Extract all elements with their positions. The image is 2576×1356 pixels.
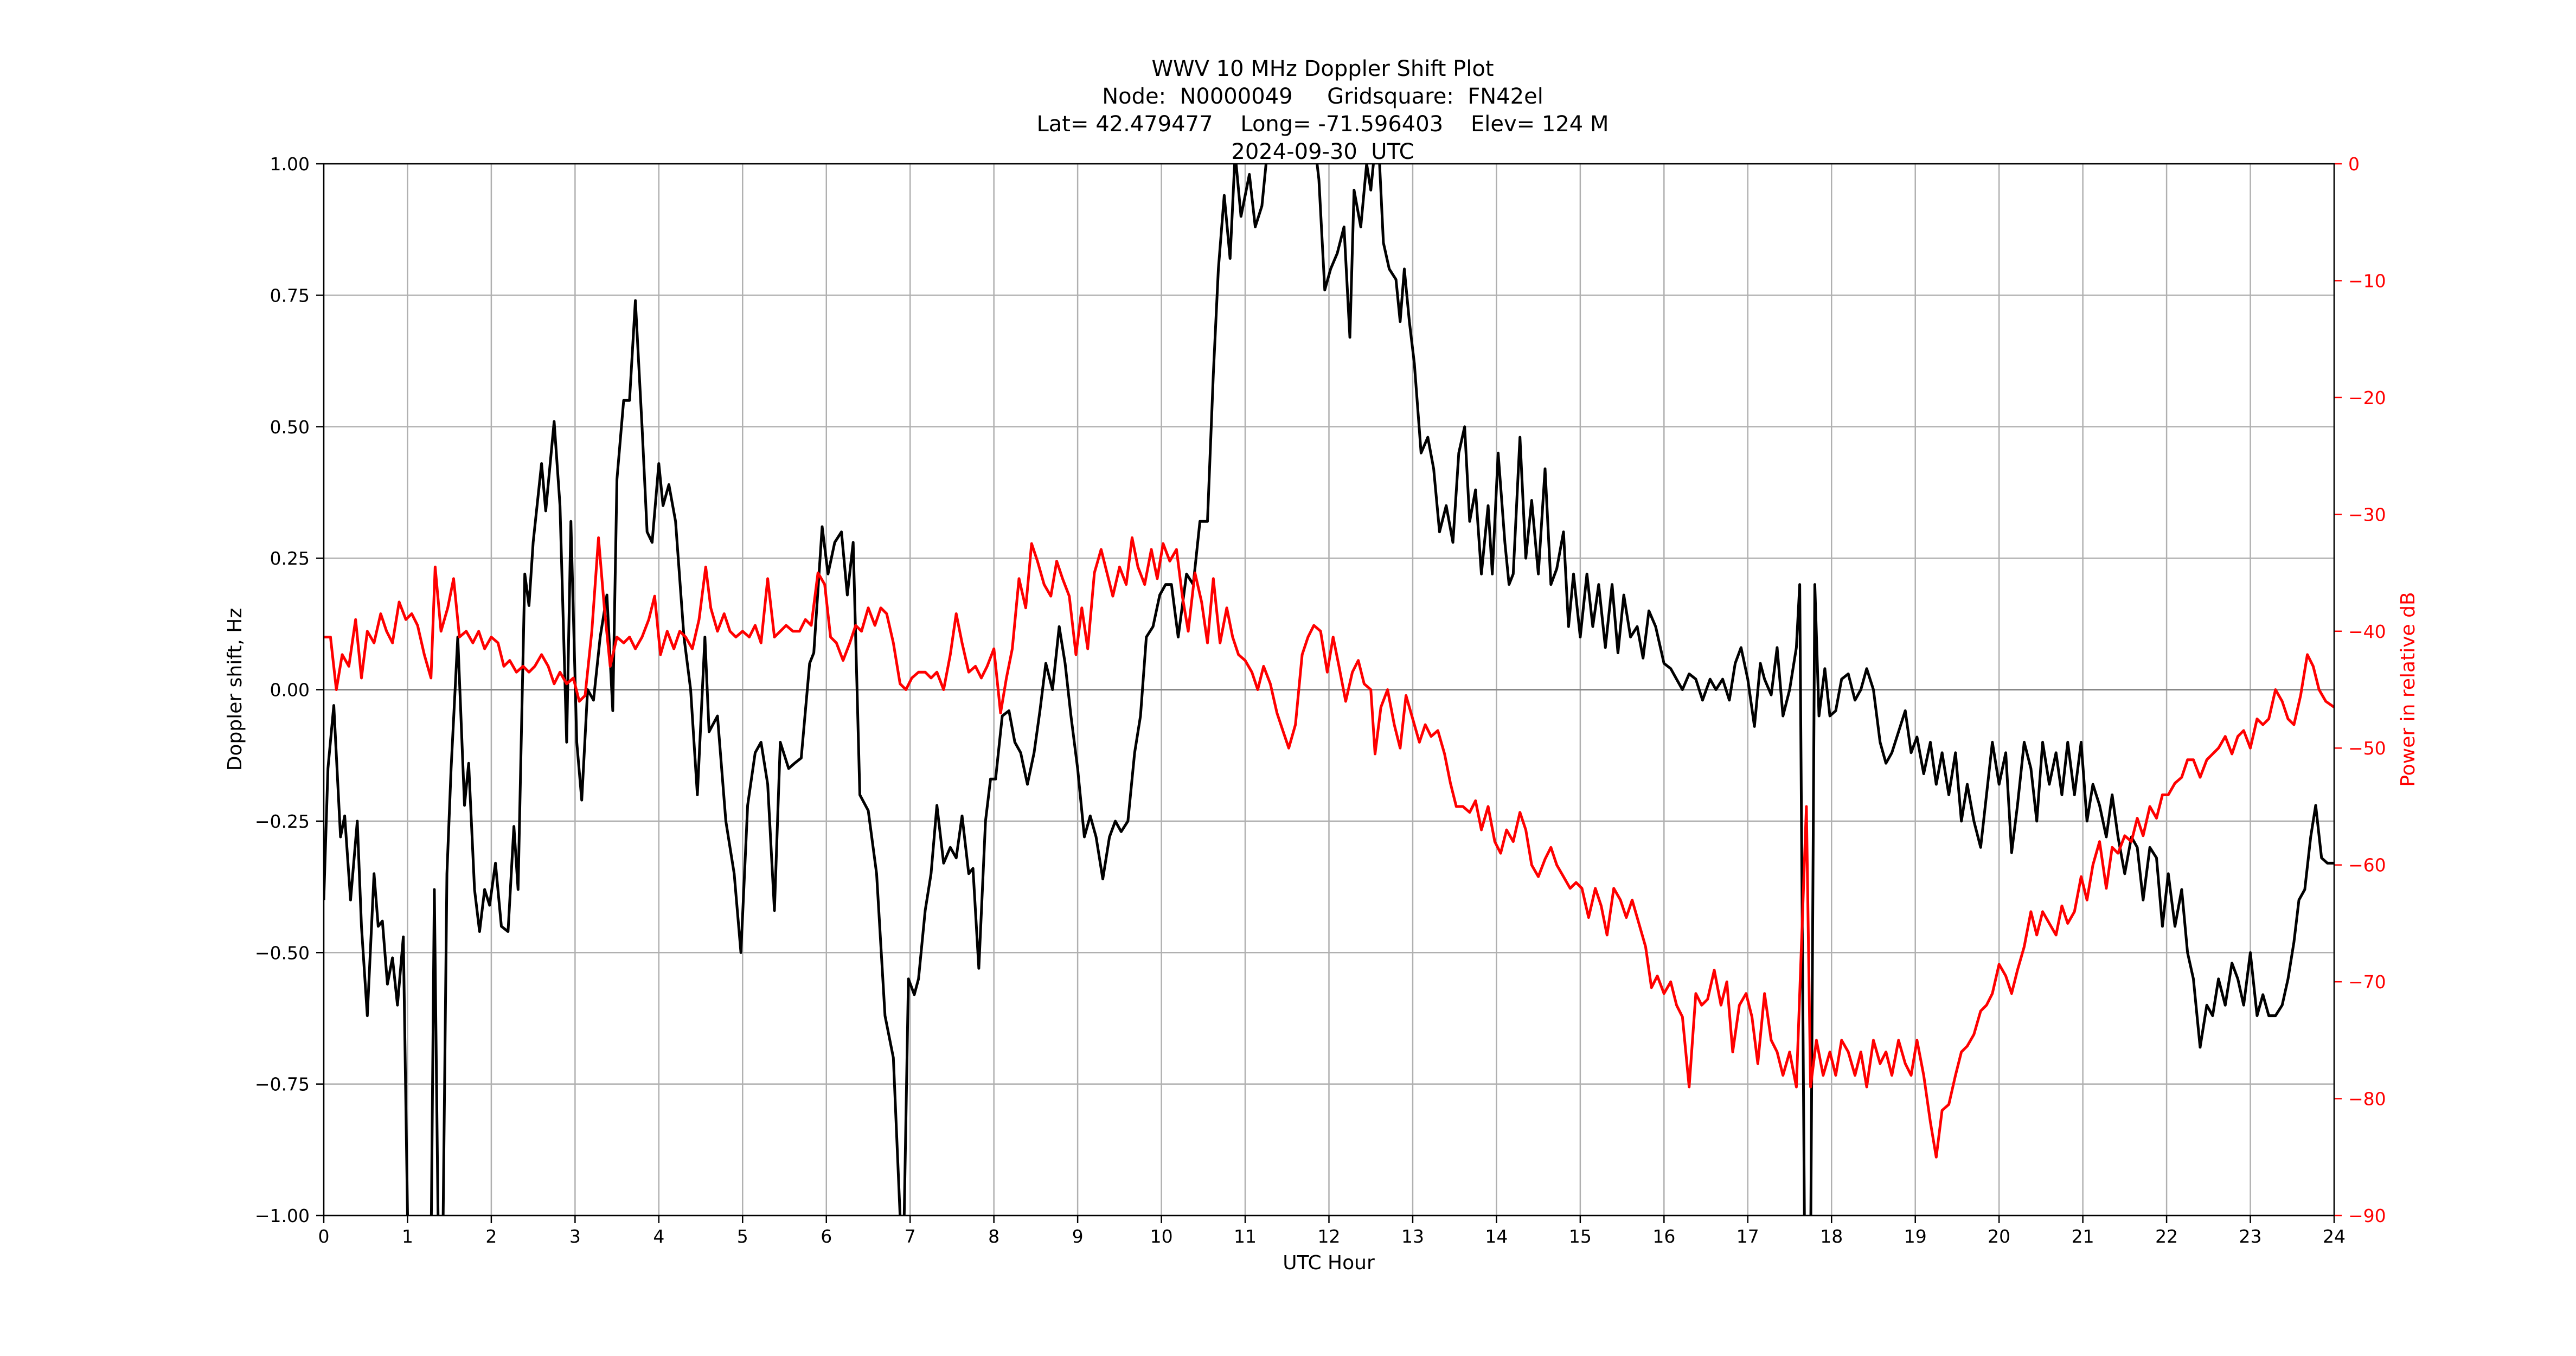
x-tick-label-9: 9 (1072, 1226, 1084, 1247)
x-tick-label-0: 0 (318, 1226, 330, 1247)
x-tick-label-1: 1 (402, 1226, 413, 1247)
x-tick-label-14: 14 (1485, 1226, 1508, 1247)
y2-tick-labels: 0 −10 −20 −30 −40 −50 −60 −70 −80 −90 (2348, 153, 2386, 1226)
y2-tick-label-9: −90 (2348, 1205, 2386, 1226)
y-tick-label-6: 0.50 (270, 417, 310, 438)
plot-frame (323, 163, 2335, 1217)
x-tick-label-21: 21 (2072, 1226, 2094, 1247)
tick-marks (316, 163, 2342, 1223)
y2-axis-label: Power in relative dB (2397, 592, 2419, 786)
x-tick-label-7: 7 (905, 1226, 916, 1247)
y2-tick-label-6: −60 (2348, 855, 2386, 876)
x-tick-label-24: 24 (2323, 1226, 2346, 1247)
chart-title-line-1: WWV 10 MHz Doppler Shift Plot (1151, 56, 1494, 81)
y2-tick-label-4: −40 (2348, 621, 2386, 642)
y-tick-label-8: 1.00 (270, 153, 310, 175)
y-tick-label-0: −1.00 (255, 1205, 310, 1226)
x-tick-label-4: 4 (653, 1226, 664, 1247)
chart-title-line-3: Lat= 42.479477 Long= -71.596403 Elev= 12… (1037, 112, 1609, 137)
x-tick-label-16: 16 (1652, 1226, 1675, 1247)
y2-tick-label-2: −20 (2348, 387, 2386, 408)
y-tick-label-7: 0.75 (270, 285, 310, 306)
y-axis-label: Doppler shift, Hz (224, 608, 246, 771)
x-tick-label-17: 17 (1736, 1226, 1759, 1247)
y2-tick-label-1: −10 (2348, 270, 2386, 291)
power-series-line (324, 536, 2334, 1159)
x-tick-labels: 0 1 2 3 4 5 6 7 8 9 10 11 12 13 14 15 16 17 18 19 20 21 22 23 24 (318, 1226, 2346, 1247)
x-tick-label-15: 15 (1569, 1226, 1592, 1247)
series-layer (324, 164, 2334, 1216)
doppler-series-line (324, 164, 2334, 1216)
x-tick-label-8: 8 (988, 1226, 999, 1247)
y2-tick-label-7: −70 (2348, 971, 2386, 993)
y2-tick-label-5: −50 (2348, 738, 2386, 759)
x-tick-label-2: 2 (485, 1226, 497, 1247)
x-tick-label-23: 23 (2239, 1226, 2262, 1247)
y-tick-label-3: −0.25 (255, 811, 310, 832)
x-tick-label-13: 13 (1401, 1226, 1424, 1247)
x-tick-label-3: 3 (569, 1226, 581, 1247)
x-tick-label-19: 19 (1904, 1226, 1927, 1247)
y2-tick-label-0: 0 (2348, 153, 2360, 175)
x-tick-label-5: 5 (737, 1226, 748, 1247)
chart-title-line-4: 2024-09-30 UTC (1231, 139, 1414, 164)
x-tick-label-22: 22 (2155, 1226, 2178, 1247)
chart-title-line-2: Node: N0000049 Gridsquare: FN42el (1102, 84, 1543, 109)
y2-tick-label-3: −30 (2348, 504, 2386, 525)
x-tick-label-10: 10 (1150, 1226, 1173, 1247)
y2-tick-label-8: −80 (2348, 1089, 2386, 1110)
y-tick-labels: −1.00 −0.75 −0.50 −0.25 0.00 0.25 0.50 0.75 1.00 (255, 153, 310, 1226)
y-tick-label-1: −0.75 (255, 1074, 310, 1095)
x-tick-label-11: 11 (1234, 1226, 1257, 1247)
x-tick-label-12: 12 (1318, 1226, 1341, 1247)
x-tick-label-18: 18 (1820, 1226, 1843, 1247)
x-axis-label: UTC Hour (1283, 1252, 1375, 1274)
y-tick-label-5: 0.25 (270, 548, 310, 569)
y-tick-label-2: −0.50 (255, 942, 310, 963)
x-tick-label-20: 20 (1988, 1226, 2010, 1247)
x-tick-label-6: 6 (821, 1226, 832, 1247)
y-tick-label-4: 0.00 (270, 680, 310, 701)
